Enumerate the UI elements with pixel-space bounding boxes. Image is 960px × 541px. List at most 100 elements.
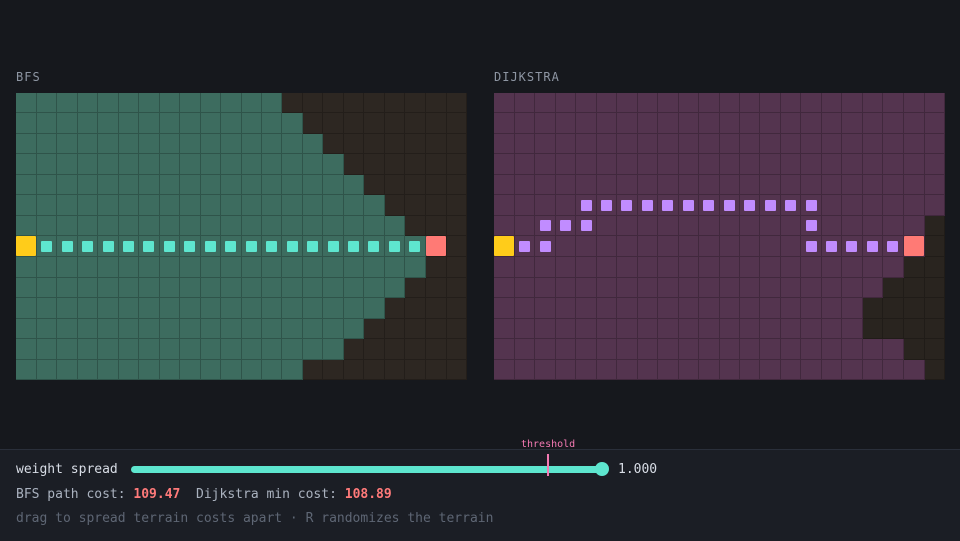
dijkstra-cell[interactable]	[596, 257, 618, 278]
bfs-cell[interactable]	[323, 318, 344, 340]
dijkstra-cell[interactable]	[924, 298, 945, 319]
dijkstra-cell[interactable]	[494, 195, 515, 216]
bfs-cell[interactable]	[16, 93, 37, 114]
bfs-cell[interactable]	[241, 154, 262, 175]
dijkstra-cell[interactable]	[862, 154, 884, 175]
bfs-cell[interactable]	[200, 236, 222, 258]
bfs-cell[interactable]	[323, 236, 344, 258]
bfs-cell[interactable]	[16, 215, 37, 237]
bfs-cell[interactable]	[180, 359, 201, 380]
dijkstra-cell[interactable]	[760, 133, 781, 155]
dijkstra-cell[interactable]	[924, 93, 945, 114]
dijkstra-cell[interactable]	[494, 359, 515, 380]
dijkstra-cell[interactable]	[555, 113, 577, 134]
bfs-cell[interactable]	[405, 174, 426, 196]
dijkstra-cell[interactable]	[515, 195, 536, 216]
dijkstra-cell[interactable]	[842, 154, 863, 175]
bfs-cell[interactable]	[302, 133, 324, 155]
dijkstra-cell[interactable]	[719, 154, 740, 175]
bfs-cell[interactable]	[77, 113, 99, 134]
bfs-cell[interactable]	[180, 277, 201, 299]
bfs-cell[interactable]	[159, 113, 181, 134]
dijkstra-cell[interactable]	[494, 277, 515, 299]
bfs-cell[interactable]	[159, 93, 181, 114]
dijkstra-cell[interactable]	[760, 113, 781, 134]
dijkstra-cell[interactable]	[494, 93, 515, 114]
dijkstra-cell[interactable]	[515, 339, 536, 360]
dijkstra-cell[interactable]	[678, 298, 700, 319]
bfs-cell[interactable]	[364, 133, 385, 155]
dijkstra-cell[interactable]	[801, 318, 822, 340]
bfs-cell[interactable]	[139, 257, 160, 278]
bfs-cell[interactable]	[16, 133, 37, 155]
bfs-cell[interactable]	[37, 298, 58, 319]
dijkstra-cell[interactable]	[842, 174, 863, 196]
dijkstra-cell[interactable]	[780, 133, 802, 155]
dijkstra-cell[interactable]	[780, 318, 802, 340]
bfs-cell[interactable]	[364, 359, 385, 380]
bfs-cell[interactable]	[159, 215, 181, 237]
dijkstra-cell[interactable]	[719, 93, 740, 114]
dijkstra-cell[interactable]	[535, 195, 556, 216]
bfs-cell[interactable]	[446, 154, 467, 175]
dijkstra-cell[interactable]	[596, 133, 618, 155]
dijkstra-cell[interactable]	[801, 113, 822, 134]
dijkstra-cell[interactable]	[780, 174, 802, 196]
bfs-cell[interactable]	[180, 154, 201, 175]
bfs-cell[interactable]	[57, 298, 78, 319]
bfs-cell[interactable]	[364, 257, 385, 278]
dijkstra-cell[interactable]	[801, 133, 822, 155]
dijkstra-cell[interactable]	[494, 236, 515, 258]
dijkstra-cell[interactable]	[924, 236, 945, 258]
dijkstra-cell[interactable]	[555, 277, 577, 299]
bfs-cell[interactable]	[364, 277, 385, 299]
dijkstra-cell[interactable]	[678, 133, 700, 155]
dijkstra-cell[interactable]	[821, 236, 843, 258]
bfs-cell[interactable]	[200, 277, 222, 299]
bfs-cell[interactable]	[384, 298, 406, 319]
dijkstra-cell[interactable]	[862, 113, 884, 134]
bfs-cell[interactable]	[323, 215, 344, 237]
bfs-cell[interactable]	[118, 154, 140, 175]
dijkstra-cell[interactable]	[576, 154, 597, 175]
bfs-cell[interactable]	[446, 257, 467, 278]
bfs-cell[interactable]	[364, 195, 385, 216]
dijkstra-cell[interactable]	[535, 154, 556, 175]
bfs-cell[interactable]	[180, 236, 201, 258]
bfs-cell[interactable]	[384, 236, 406, 258]
bfs-cell[interactable]	[139, 195, 160, 216]
bfs-cell[interactable]	[405, 339, 426, 360]
dijkstra-cell[interactable]	[719, 215, 740, 237]
bfs-cell[interactable]	[118, 277, 140, 299]
dijkstra-cell[interactable]	[515, 298, 536, 319]
dijkstra-cell[interactable]	[596, 318, 618, 340]
bfs-cell[interactable]	[57, 236, 78, 258]
bfs-cell[interactable]	[37, 359, 58, 380]
dijkstra-cell[interactable]	[494, 154, 515, 175]
dijkstra-cell[interactable]	[596, 215, 618, 237]
dijkstra-cell[interactable]	[739, 133, 761, 155]
bfs-cell[interactable]	[200, 133, 222, 155]
bfs-cell[interactable]	[98, 113, 119, 134]
dijkstra-cell[interactable]	[842, 339, 863, 360]
dijkstra-cell[interactable]	[903, 93, 925, 114]
dijkstra-cell[interactable]	[555, 298, 577, 319]
bfs-cell[interactable]	[261, 339, 283, 360]
bfs-cell[interactable]	[364, 113, 385, 134]
bfs-cell[interactable]	[118, 318, 140, 340]
dijkstra-cell[interactable]	[883, 339, 904, 360]
dijkstra-cell[interactable]	[821, 215, 843, 237]
bfs-cell[interactable]	[302, 195, 324, 216]
bfs-cell[interactable]	[343, 154, 365, 175]
dijkstra-cell[interactable]	[617, 113, 638, 134]
dijkstra-cell[interactable]	[842, 298, 863, 319]
bfs-cell[interactable]	[180, 174, 201, 196]
bfs-cell[interactable]	[241, 318, 262, 340]
dijkstra-cell[interactable]	[924, 113, 945, 134]
dijkstra-cell[interactable]	[494, 298, 515, 319]
bfs-cell[interactable]	[323, 257, 344, 278]
dijkstra-cell[interactable]	[494, 318, 515, 340]
dijkstra-cell[interactable]	[637, 93, 659, 114]
bfs-cell[interactable]	[118, 113, 140, 134]
bfs-cell[interactable]	[98, 318, 119, 340]
